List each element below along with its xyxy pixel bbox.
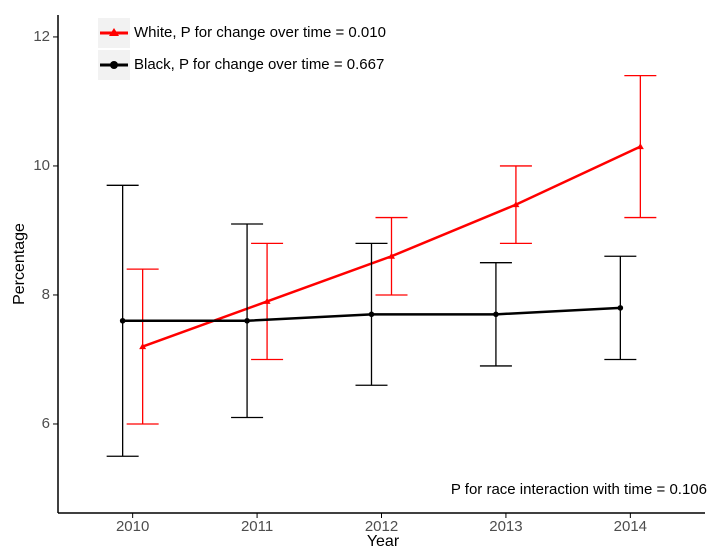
legend-marker bbox=[109, 28, 119, 36]
point bbox=[244, 317, 250, 324]
point bbox=[493, 311, 499, 318]
x-tick-label: 2010 bbox=[116, 518, 149, 535]
point bbox=[368, 311, 375, 318]
y-axis-title: Percentage bbox=[11, 223, 28, 305]
y-tick-label: 6 bbox=[42, 415, 50, 432]
y-tick-label: 12 bbox=[33, 28, 50, 45]
point bbox=[119, 317, 126, 324]
y-tick-label: 8 bbox=[42, 286, 50, 303]
x-tick-label: 2014 bbox=[614, 518, 647, 535]
legend-label: Black, P for change over time = 0.667 bbox=[134, 56, 384, 73]
y-tick-label: 10 bbox=[33, 157, 50, 174]
x-tick-label: 2011 bbox=[241, 518, 273, 535]
legend-marker bbox=[110, 61, 118, 69]
point bbox=[263, 297, 271, 304]
x-tick-label: 2013 bbox=[489, 518, 522, 535]
point bbox=[388, 252, 395, 259]
point bbox=[512, 201, 520, 208]
legend-label: White, P for change over time = 0.010 bbox=[134, 24, 386, 41]
x-tick-label: 2012 bbox=[365, 518, 398, 535]
point bbox=[636, 143, 644, 150]
point bbox=[617, 305, 624, 311]
annotation: P for race interaction with time = 0.106 bbox=[451, 481, 707, 498]
point bbox=[139, 343, 147, 350]
x-axis-title: Year bbox=[367, 533, 400, 550]
